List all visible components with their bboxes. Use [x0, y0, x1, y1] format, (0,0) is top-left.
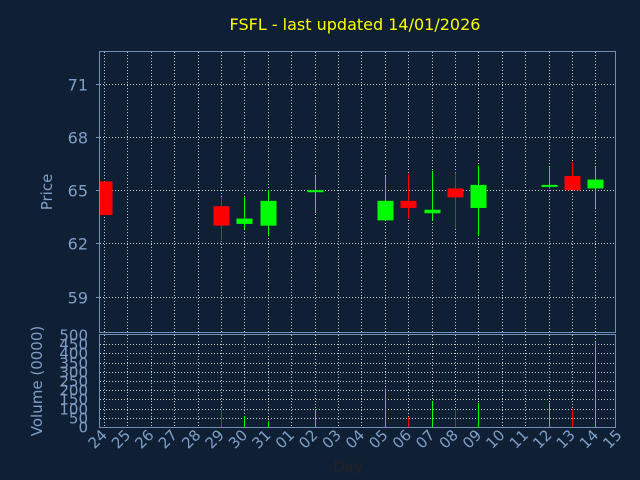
price-y-tick-label: 59	[68, 289, 88, 308]
candle-body-02	[307, 190, 324, 193]
volume-bars	[221, 342, 596, 427]
x-axis-label: Day	[333, 458, 363, 476]
price-y-tick-label: 71	[68, 76, 88, 95]
volume-y-tick-label: 250	[59, 373, 88, 391]
x-tick-labels: 2425262728293031010203040506070809101112…	[85, 426, 626, 452]
volume-grid	[100, 335, 615, 427]
candle-body-14	[587, 179, 604, 189]
price-y-tick-label: 62	[68, 235, 88, 254]
price-axis-label: Price	[38, 174, 56, 211]
price-plot-frame	[99, 51, 616, 333]
candle-body-08	[447, 188, 464, 198]
candle-body-29	[213, 206, 230, 226]
volume-y-tick-label: 200	[59, 382, 88, 400]
chart-title: FSFL - last updated 14/01/2026	[230, 15, 481, 34]
candle-body-09	[470, 184, 487, 208]
volume-y-tick-label: 0	[78, 419, 88, 437]
volume-y-tick-label: 500	[59, 327, 88, 345]
volume-y-tick-label: 50	[69, 410, 88, 428]
volume-y-tick-label: 150	[59, 391, 88, 409]
candle-body-06	[400, 200, 417, 208]
candle-body-30	[236, 218, 253, 224]
candle-body-05	[377, 200, 394, 221]
volume-plot-frame	[99, 334, 616, 428]
candle-body-24	[100, 181, 113, 216]
volume-y-tick-label: 100	[59, 401, 88, 419]
candle-body-07	[424, 209, 441, 214]
volume-y-tick-label: 350	[59, 355, 88, 373]
price-candles	[100, 161, 604, 240]
volume-y-tick-label: 450	[59, 336, 88, 354]
candle-body-12	[541, 184, 558, 187]
price-y-tick-label: 65	[68, 182, 88, 201]
candle-body-13	[564, 176, 581, 191]
candle-body-31	[260, 200, 277, 226]
volume-y-tick-label: 400	[59, 345, 88, 363]
volume-y-tick-label: 300	[59, 364, 88, 382]
price-grid	[100, 52, 615, 332]
price-y-tick-label: 68	[68, 129, 88, 148]
volume-axis-label: Volume (0000)	[28, 326, 46, 436]
